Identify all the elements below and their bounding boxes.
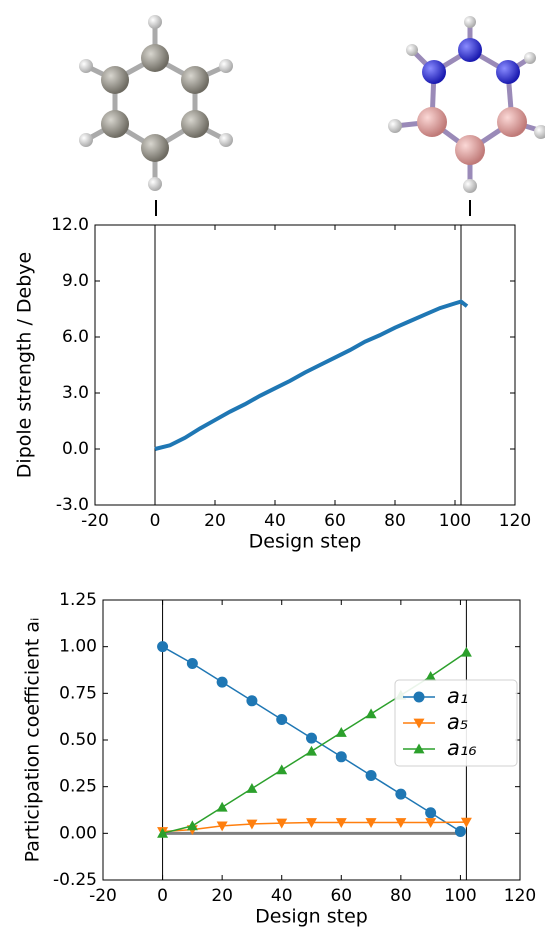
x-axis-label: Design step xyxy=(249,531,362,553)
marker xyxy=(336,727,347,737)
series-line xyxy=(155,302,467,449)
x-tick-label: 40 xyxy=(264,511,286,531)
x-tick-label: 0 xyxy=(150,511,161,531)
marker xyxy=(217,802,228,812)
x-tick-label: 120 xyxy=(504,886,536,906)
marker xyxy=(425,671,436,681)
x-tick-label: 0 xyxy=(157,886,168,906)
x-tick-label: 80 xyxy=(384,511,406,531)
y-tick-label: 1.25 xyxy=(59,590,97,610)
marker xyxy=(246,695,257,706)
y-tick-label: 0.25 xyxy=(59,777,97,797)
x-tick-label: 60 xyxy=(330,886,352,906)
x-tick-label: 120 xyxy=(499,511,531,531)
marker xyxy=(306,733,317,744)
x-tick-label: 100 xyxy=(439,511,471,531)
marker xyxy=(157,641,168,652)
y-tick-label: 0.75 xyxy=(59,683,97,703)
figure: -20020406080100120-3.00.03.06.09.012.0De… xyxy=(0,0,545,936)
marker xyxy=(395,789,406,800)
marker xyxy=(366,770,377,781)
x-tick-label: 60 xyxy=(324,511,346,531)
page: {"chart_data": [ {"type": "line", "xlabe… xyxy=(0,0,545,940)
legend-label: a₅ xyxy=(447,710,468,734)
legend-label: a₁₆ xyxy=(447,736,477,760)
y-tick-label: 0.00 xyxy=(59,823,97,843)
x-tick-label: 20 xyxy=(211,886,233,906)
marker xyxy=(276,714,287,725)
plot-frame xyxy=(95,225,515,505)
y-tick-label: -3.0 xyxy=(56,495,89,515)
borazine xyxy=(388,16,545,193)
y-tick-label: 0.50 xyxy=(59,730,97,750)
marker xyxy=(246,783,257,793)
x-tick-label: 100 xyxy=(444,886,476,906)
y-tick-label: 12.0 xyxy=(51,215,89,235)
x-tick-label: 40 xyxy=(271,886,293,906)
y-axis-label: Participation coefficient aᵢ xyxy=(22,618,44,863)
marker xyxy=(366,708,377,718)
y-tick-label: 3.0 xyxy=(62,383,89,403)
series-line xyxy=(163,822,467,831)
marker xyxy=(455,826,466,837)
marker xyxy=(187,658,198,669)
marker xyxy=(461,647,472,657)
x-axis-label: Design step xyxy=(255,906,368,928)
marker xyxy=(336,751,347,762)
y-tick-label: 9.0 xyxy=(62,271,89,291)
marker xyxy=(217,677,228,688)
marker xyxy=(425,807,436,818)
benzene xyxy=(79,15,233,191)
marker xyxy=(276,764,287,774)
y-tick-label: 1.00 xyxy=(59,637,97,657)
y-axis-label: Dipole strength / Debye xyxy=(14,252,36,478)
marker xyxy=(306,746,317,756)
y-tick-label: 6.0 xyxy=(62,327,89,347)
x-tick-label: 20 xyxy=(204,511,226,531)
legend-label: a₁ xyxy=(447,684,468,708)
x-tick-label: 80 xyxy=(390,886,412,906)
y-tick-label: 0.0 xyxy=(62,439,89,459)
marker xyxy=(414,692,425,703)
y-tick-label: -0.25 xyxy=(53,870,97,890)
